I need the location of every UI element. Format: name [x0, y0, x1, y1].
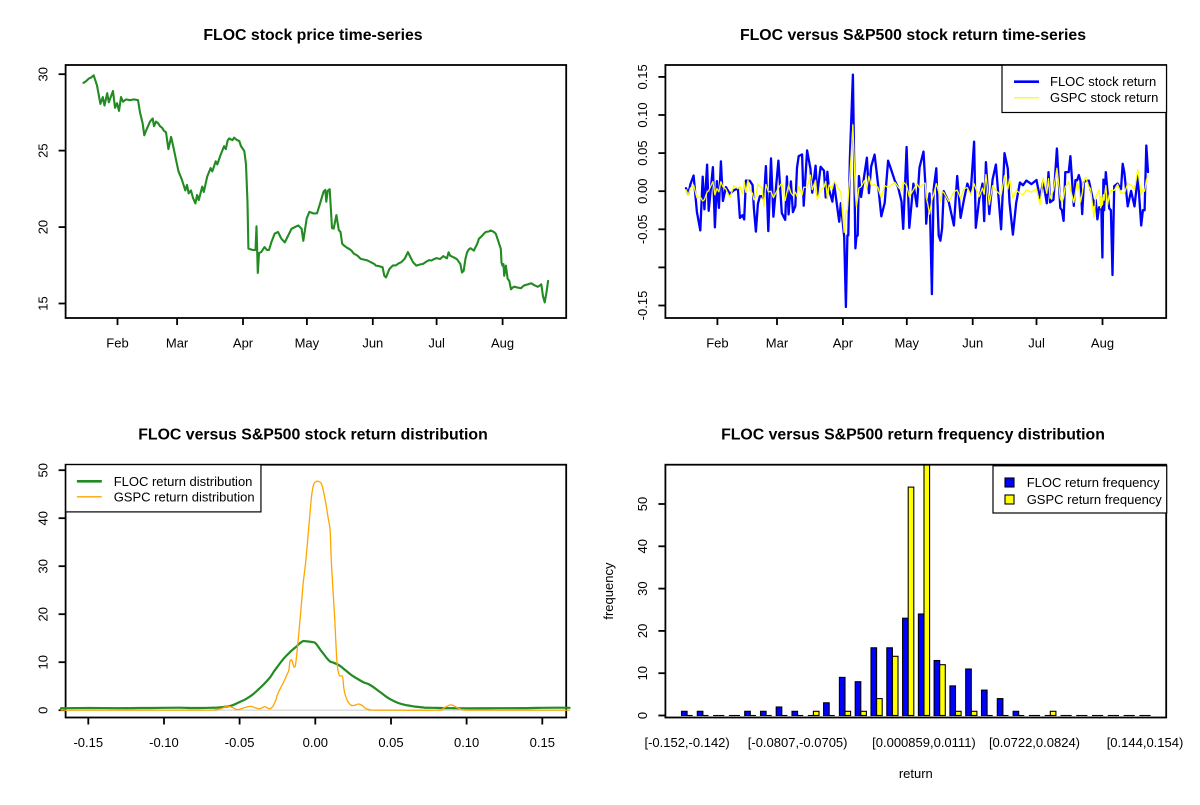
svg-text:-0.15: -0.15: [73, 735, 103, 750]
svg-text:[0.0722,0.0824): [0.0722,0.0824): [989, 735, 1080, 750]
svg-text:Mar: Mar: [766, 336, 789, 351]
svg-text:Apr: Apr: [233, 336, 254, 351]
svg-text:50: 50: [635, 497, 650, 511]
svg-text:-0.15: -0.15: [635, 291, 650, 321]
svg-text:FLOC versus S&P500 stock retur: FLOC versus S&P500 stock return distribu…: [138, 427, 488, 444]
svg-text:FLOC stock return: FLOC stock return: [1050, 74, 1156, 89]
svg-text:Aug: Aug: [1091, 336, 1114, 351]
svg-text:0.00: 0.00: [635, 179, 650, 204]
svg-text:May: May: [295, 336, 320, 351]
svg-text:Apr: Apr: [833, 336, 854, 351]
svg-text:[0.000859,0.0111): [0.000859,0.0111): [872, 735, 976, 750]
svg-text:0.05: 0.05: [635, 140, 650, 165]
svg-text:GSPC stock return: GSPC stock return: [1050, 90, 1158, 105]
svg-text:[-0.0807,-0.0705): [-0.0807,-0.0705): [748, 735, 848, 750]
svg-text:-0.05: -0.05: [225, 735, 255, 750]
svg-text:30: 30: [635, 581, 650, 595]
svg-text:Feb: Feb: [106, 336, 128, 351]
svg-text:FLOC return frequency: FLOC return frequency: [1027, 475, 1160, 490]
svg-text:FLOC versus S&P500 stock retur: FLOC versus S&P500 stock return time-ser…: [740, 27, 1086, 44]
svg-text:0.10: 0.10: [454, 735, 479, 750]
svg-text:[-0.152,-0.142): [-0.152,-0.142): [644, 735, 729, 750]
svg-text:FLOC return distribution: FLOC return distribution: [114, 474, 253, 489]
svg-text:10: 10: [35, 655, 50, 669]
svg-text:20: 20: [635, 624, 650, 638]
svg-text:frequency: frequency: [601, 562, 616, 620]
svg-text:Mar: Mar: [166, 336, 189, 351]
svg-text:Jun: Jun: [962, 336, 983, 351]
svg-text:Jun: Jun: [362, 336, 383, 351]
svg-text:0.10: 0.10: [635, 102, 650, 127]
svg-text:50: 50: [35, 463, 50, 477]
svg-text:return: return: [899, 766, 933, 781]
svg-text:0: 0: [35, 707, 50, 714]
svg-text:GSPC return distribution: GSPC return distribution: [114, 489, 255, 504]
svg-text:20: 20: [35, 607, 50, 621]
svg-text:Jul: Jul: [1028, 336, 1045, 351]
svg-text:40: 40: [35, 511, 50, 525]
svg-text:0.15: 0.15: [530, 735, 555, 750]
svg-text:0.15: 0.15: [635, 64, 650, 89]
svg-text:May: May: [894, 336, 919, 351]
svg-text:20: 20: [35, 220, 50, 234]
svg-text:Feb: Feb: [706, 336, 728, 351]
svg-text:0.05: 0.05: [378, 735, 403, 750]
svg-text:FLOC stock price time-series: FLOC stock price time-series: [203, 27, 422, 44]
svg-text:25: 25: [35, 143, 50, 157]
svg-text:FLOC versus S&P500 return freq: FLOC versus S&P500 return frequency dist…: [721, 427, 1105, 444]
svg-text:-0.10: -0.10: [149, 735, 179, 750]
svg-text:15: 15: [35, 296, 50, 310]
svg-text:0: 0: [635, 712, 650, 719]
svg-text:-0.05: -0.05: [635, 214, 650, 244]
svg-text:GSPC return frequency: GSPC return frequency: [1027, 492, 1163, 507]
svg-text:Jul: Jul: [428, 336, 445, 351]
svg-text:[0.144,0.154): [0.144,0.154): [1107, 735, 1184, 750]
svg-text:30: 30: [35, 67, 50, 81]
svg-text:40: 40: [635, 539, 650, 553]
svg-text:10: 10: [635, 666, 650, 680]
svg-text:30: 30: [35, 559, 50, 573]
svg-text:Aug: Aug: [491, 336, 514, 351]
svg-text:0.00: 0.00: [303, 735, 328, 750]
